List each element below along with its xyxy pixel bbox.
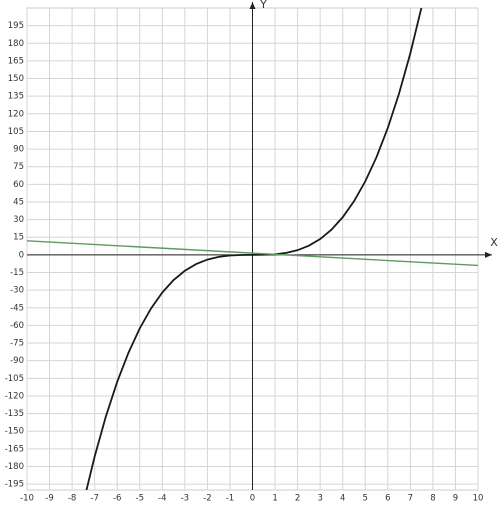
- x-tick-label: 2: [295, 494, 300, 504]
- x-tick-label: -6: [113, 494, 121, 504]
- y-tick-label: 165: [8, 56, 24, 66]
- y-tick-label: 195: [8, 21, 24, 31]
- y-tick-label: 15: [13, 233, 24, 243]
- y-tick-label: -180: [5, 462, 24, 472]
- x-tick-label: 0: [250, 494, 255, 504]
- data-line: [85, 8, 423, 490]
- y-tick-label: 60: [13, 180, 24, 190]
- x-tick-label: -2: [203, 494, 211, 504]
- x-tick-label: 6: [385, 494, 390, 504]
- y-tick-label: 0: [19, 250, 24, 260]
- y-axis-label: Y: [259, 0, 267, 11]
- y-tick-label: 120: [8, 109, 24, 119]
- x-tick-label: -1: [226, 494, 234, 504]
- y-tick-label: -60: [10, 321, 24, 331]
- y-tick-label: -195: [5, 480, 24, 490]
- x-tick-label: 5: [363, 494, 368, 504]
- y-tick-label: -150: [5, 427, 24, 437]
- x-tick-label: 4: [340, 494, 345, 504]
- y-tick-label: 135: [8, 92, 24, 102]
- data-line: [27, 240, 478, 267]
- y-tick-label: -135: [5, 409, 24, 419]
- y-tick-label: 75: [13, 162, 24, 172]
- x-tick-label: -4: [158, 494, 166, 504]
- x-tick-label: 3: [317, 494, 322, 504]
- x-axis-arrow: [485, 251, 492, 258]
- x-tick-label: -10: [20, 494, 34, 504]
- y-tick-label: 90: [13, 145, 24, 155]
- x-tick-label: -7: [90, 494, 98, 504]
- y-tick-label: 105: [8, 127, 24, 137]
- y-tick-label: 30: [13, 215, 24, 225]
- y-tick-label: -105: [5, 374, 24, 384]
- y-tick-label: -45: [10, 303, 24, 313]
- y-axis-arrow: [249, 2, 256, 9]
- y-tick-label: -165: [5, 444, 24, 454]
- x-tick-label: -5: [136, 494, 144, 504]
- x-tick-label: 10: [473, 494, 484, 504]
- x-tick-label: 8: [430, 494, 435, 504]
- x-tick-label: -8: [68, 494, 76, 504]
- y-tick-label: 180: [8, 39, 24, 49]
- x-tick-label: 7: [408, 494, 413, 504]
- y-tick-label: -15: [10, 268, 24, 278]
- y-tick-label: -75: [10, 339, 24, 349]
- x-tick-label: -9: [45, 494, 53, 504]
- y-tick-label: 150: [8, 74, 24, 84]
- y-tick-label: -90: [10, 356, 24, 366]
- x-axis-label: X: [490, 236, 498, 249]
- y-tick-label: 45: [13, 197, 24, 207]
- y-tick-label: -120: [5, 391, 24, 401]
- x-tick-label: -3: [181, 494, 189, 504]
- y-tick-label: -30: [10, 286, 24, 296]
- x-tick-label: 1: [272, 494, 277, 504]
- x-tick-label: 9: [453, 494, 458, 504]
